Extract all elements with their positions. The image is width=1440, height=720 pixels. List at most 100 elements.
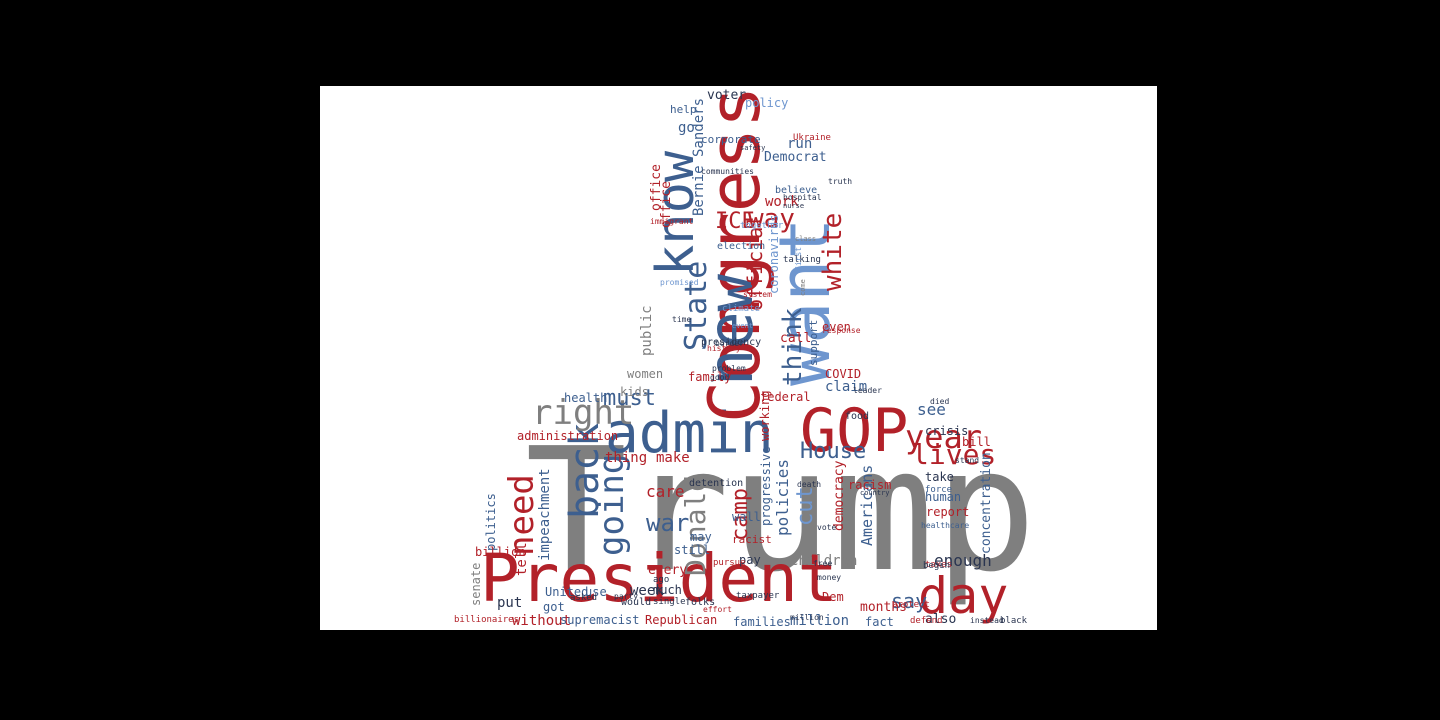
word-administration: administration bbox=[517, 429, 619, 443]
word-come: come bbox=[799, 279, 807, 296]
word-free: free bbox=[813, 559, 833, 568]
word-claim: claim bbox=[825, 379, 868, 395]
word-concentration: concentration bbox=[979, 452, 994, 554]
word-go: go bbox=[678, 120, 695, 136]
word-dem: Dem bbox=[822, 590, 844, 604]
word-death: death bbox=[797, 480, 822, 489]
word-effort: effort bbox=[703, 605, 732, 614]
word-got: got bbox=[543, 600, 565, 614]
word-think: think bbox=[778, 307, 808, 386]
word-donald: Donald bbox=[679, 474, 712, 576]
word-election: election bbox=[717, 241, 766, 252]
word-system: system bbox=[743, 290, 772, 299]
word-country: country bbox=[860, 489, 890, 497]
word-event: event bbox=[732, 322, 754, 330]
word-going: going bbox=[592, 453, 632, 556]
word-may: may bbox=[690, 530, 712, 544]
word-detention: detention bbox=[689, 478, 744, 489]
word-covid: COVID bbox=[825, 367, 862, 381]
word-million: million bbox=[790, 613, 824, 622]
word-way: way bbox=[748, 204, 795, 234]
word-billionaires: billionaires bbox=[454, 615, 520, 625]
word-ago: ago bbox=[653, 575, 670, 585]
word-billion: billion bbox=[475, 545, 526, 559]
word-gop: GOP bbox=[800, 396, 909, 466]
word-voter: voter bbox=[707, 88, 747, 103]
word-good: good bbox=[710, 373, 730, 382]
word-nurse: nurse bbox=[783, 202, 805, 210]
word-federal: federal bbox=[760, 390, 811, 404]
word-care: care bbox=[646, 482, 685, 501]
word-pay: pay bbox=[739, 553, 761, 567]
word-lives: lives bbox=[912, 438, 997, 471]
word-asked: asked bbox=[570, 593, 598, 603]
word-thing: thing bbox=[605, 450, 648, 466]
word-see: see bbox=[917, 400, 946, 419]
word-public: public bbox=[639, 305, 655, 356]
word-taxpayer: taxpayer bbox=[736, 591, 780, 601]
word-money: money bbox=[817, 573, 842, 582]
word-taxes: taxes bbox=[925, 560, 953, 570]
word-must: must bbox=[603, 386, 656, 411]
word-defend: defend bbox=[910, 616, 943, 626]
word-million: million bbox=[790, 613, 850, 629]
word-use: use bbox=[585, 585, 607, 599]
word-together: together bbox=[740, 221, 784, 231]
word-americans: Americans bbox=[858, 464, 876, 546]
word-put: put bbox=[497, 595, 523, 611]
word-single: single bbox=[653, 597, 686, 607]
word-stand: stand bbox=[955, 456, 980, 465]
word-ukraine: Ukraine bbox=[793, 133, 831, 143]
word-corporate: corporate bbox=[701, 133, 761, 146]
word-week: week bbox=[630, 583, 664, 599]
word-begin: begin bbox=[923, 561, 951, 571]
word-democrat: Democrat bbox=[764, 150, 827, 165]
word-president: President bbox=[480, 540, 838, 617]
word-kids: kids bbox=[620, 385, 649, 399]
word-promised: promised bbox=[660, 278, 699, 287]
word-racist: racist bbox=[732, 533, 772, 546]
word-also: also bbox=[925, 612, 957, 627]
word-fact: fact bbox=[865, 615, 894, 629]
word-force: force bbox=[925, 485, 953, 495]
word-children: children bbox=[790, 553, 858, 569]
word-day: day bbox=[918, 567, 1009, 625]
word-run: run bbox=[787, 136, 813, 152]
word-communities: communities bbox=[701, 167, 754, 176]
word-first: first bbox=[794, 246, 803, 271]
word-protect: protect bbox=[892, 600, 930, 610]
word-ice: ICE bbox=[715, 209, 755, 234]
word-bill: bill bbox=[962, 435, 991, 449]
word-crisis: crisis bbox=[925, 424, 969, 438]
word-house: House bbox=[800, 439, 867, 464]
word-cloud: Trump President admin GOP Congress know want ne… bbox=[320, 86, 1157, 630]
word-instead: instead bbox=[970, 616, 1004, 625]
word-believe: believe bbox=[775, 185, 818, 196]
word-racism: racism bbox=[848, 478, 892, 492]
word-policies: policies bbox=[773, 458, 792, 536]
word-died: died bbox=[930, 397, 950, 406]
word-call: call bbox=[780, 331, 812, 346]
word-truth: truth bbox=[828, 177, 853, 186]
word-work: work bbox=[765, 194, 799, 210]
word-leader: leader bbox=[853, 386, 882, 395]
word-family: family bbox=[688, 370, 732, 384]
word-healthcare: healthcare bbox=[921, 521, 970, 530]
word-year: year bbox=[905, 418, 983, 456]
word-hospital: hospital bbox=[783, 193, 822, 202]
word-cut: cut bbox=[793, 486, 818, 526]
word-vote: vote bbox=[817, 523, 837, 532]
word-right: right bbox=[532, 393, 635, 433]
word-problem: problem bbox=[712, 364, 746, 373]
word-take: take bbox=[925, 470, 954, 484]
word-democracy: democracy bbox=[832, 460, 847, 531]
word-much: much bbox=[653, 583, 682, 597]
word-report: report bbox=[926, 505, 970, 519]
word-black: black bbox=[1000, 616, 1028, 626]
word-history: history bbox=[707, 344, 741, 353]
word-would: would bbox=[621, 597, 652, 608]
word-food: food bbox=[845, 411, 870, 422]
word-immigrant: immigrant bbox=[650, 217, 694, 226]
word-without: without bbox=[512, 613, 572, 629]
word-still: still bbox=[674, 543, 711, 557]
